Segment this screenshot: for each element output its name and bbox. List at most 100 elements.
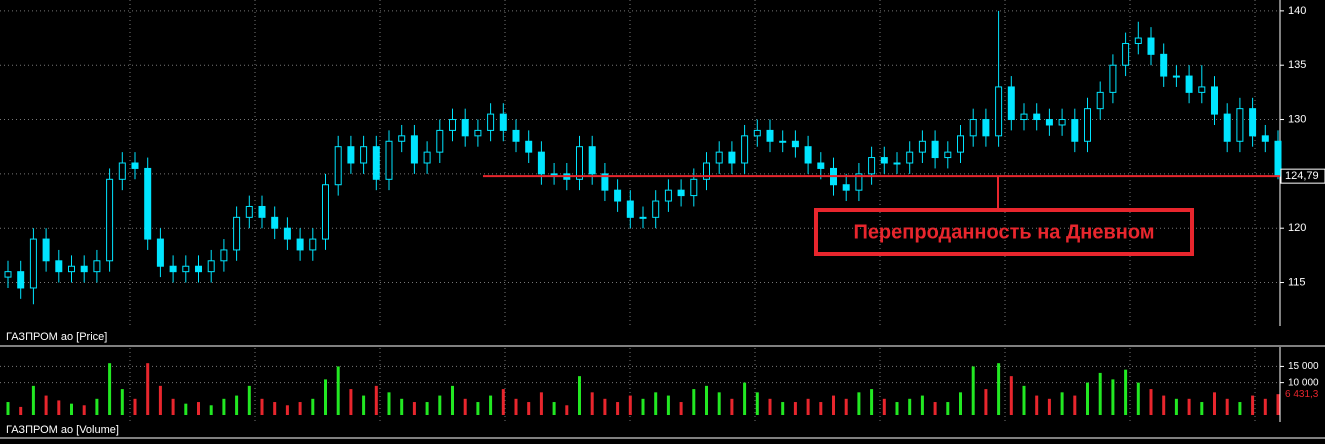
candle-body xyxy=(347,146,355,164)
volume-bar xyxy=(628,395,632,415)
volume-bar xyxy=(197,402,200,415)
candle-body xyxy=(245,205,253,218)
volume-bar xyxy=(1009,376,1013,415)
candle-body xyxy=(1134,37,1142,44)
volume-bar xyxy=(717,392,721,415)
candle-body xyxy=(296,238,304,251)
candle-body xyxy=(969,119,977,137)
candle-body xyxy=(1274,140,1282,177)
volume-bar xyxy=(412,402,416,415)
volume-bar xyxy=(997,363,1001,415)
volume-bar xyxy=(705,385,708,415)
volume-bar xyxy=(1149,389,1153,415)
volume-bar xyxy=(781,402,785,415)
candle-body xyxy=(220,249,228,262)
candle-body xyxy=(1223,113,1231,142)
candle-body xyxy=(1185,75,1193,93)
volume-bar xyxy=(324,379,327,415)
volume-bar xyxy=(946,402,950,415)
candle-body xyxy=(271,216,279,229)
candle-body xyxy=(766,129,774,142)
volume-bar xyxy=(603,398,607,415)
candle-body xyxy=(741,135,749,164)
volume-bar xyxy=(247,385,251,415)
y-tick-label: 115 xyxy=(1288,276,1306,288)
volume-bar xyxy=(514,398,518,415)
candle-body xyxy=(957,135,964,153)
current-price-label: 124,79 xyxy=(1285,170,1319,182)
volume-bar xyxy=(654,392,658,415)
volume-bar xyxy=(692,389,696,415)
volume-bar xyxy=(539,392,543,415)
volume-bar xyxy=(184,403,188,415)
candle-body xyxy=(385,140,393,180)
volume-bar xyxy=(768,398,772,415)
volume-bar xyxy=(857,392,861,415)
volume-bar xyxy=(1098,372,1102,415)
volume-bar xyxy=(920,395,924,415)
candle-body xyxy=(944,151,952,159)
volume-bar xyxy=(590,392,594,415)
volume-bar xyxy=(501,389,505,415)
volume-bar xyxy=(578,376,581,415)
volume-bar xyxy=(743,382,747,415)
candle-body xyxy=(1122,42,1130,66)
current-volume-label: 6 431,3 xyxy=(1285,389,1319,400)
candle-body xyxy=(4,271,12,278)
candle-body xyxy=(334,146,342,186)
candle-body xyxy=(156,238,164,267)
candle-body xyxy=(817,162,825,169)
candle-body xyxy=(626,200,634,218)
candle-body xyxy=(842,184,850,191)
candle-body xyxy=(664,189,672,202)
candle-body xyxy=(791,140,799,148)
candle-body xyxy=(1198,86,1206,93)
volume-bar xyxy=(425,402,429,415)
candle-body xyxy=(55,260,63,273)
candle-body xyxy=(398,135,406,142)
annotation-text: Перепроданность на Дневном xyxy=(853,221,1154,243)
candle-body xyxy=(779,140,787,143)
volume-bar xyxy=(19,406,23,415)
y-tick-label: 120 xyxy=(1288,222,1306,234)
volume-bar xyxy=(844,398,848,415)
candle-body xyxy=(753,129,761,137)
volume-bar xyxy=(349,389,353,415)
volume-bar xyxy=(552,402,556,415)
volume-bar xyxy=(1086,382,1089,415)
volume-bar xyxy=(1060,392,1064,415)
volume-bar xyxy=(641,398,645,415)
volume-bar xyxy=(832,395,835,415)
candle-body xyxy=(182,265,190,273)
candle-body xyxy=(309,238,317,251)
candle-body xyxy=(804,146,812,164)
candle-body xyxy=(283,227,291,240)
volume-bar xyxy=(463,398,467,415)
candle-body xyxy=(1172,75,1180,78)
volume-bar xyxy=(57,400,61,415)
candle-body xyxy=(207,260,215,273)
candle-body xyxy=(715,151,723,164)
volume-bar xyxy=(1162,395,1166,415)
candle-body xyxy=(131,162,139,169)
candle-body xyxy=(576,146,583,180)
candle-body xyxy=(1033,113,1041,121)
candle-body xyxy=(1261,135,1269,142)
volume-bar xyxy=(1124,369,1128,415)
candle-body xyxy=(855,173,863,191)
volume-bar xyxy=(565,405,569,415)
price-panel-label: ГАЗПРОМ ао [Price] xyxy=(6,331,107,343)
candle-body xyxy=(233,216,241,251)
candle-body xyxy=(1020,113,1028,121)
volume-bar xyxy=(1022,385,1026,415)
volume-bar xyxy=(451,385,454,415)
candle-body xyxy=(601,173,609,191)
candle-body xyxy=(652,200,660,218)
candle-body xyxy=(550,173,558,176)
candle-body xyxy=(525,140,533,153)
volume-bar xyxy=(260,398,264,415)
candle-body xyxy=(1096,91,1104,110)
volume-bar xyxy=(1251,395,1255,415)
volume-bar xyxy=(819,402,823,415)
candle-body xyxy=(195,265,202,273)
